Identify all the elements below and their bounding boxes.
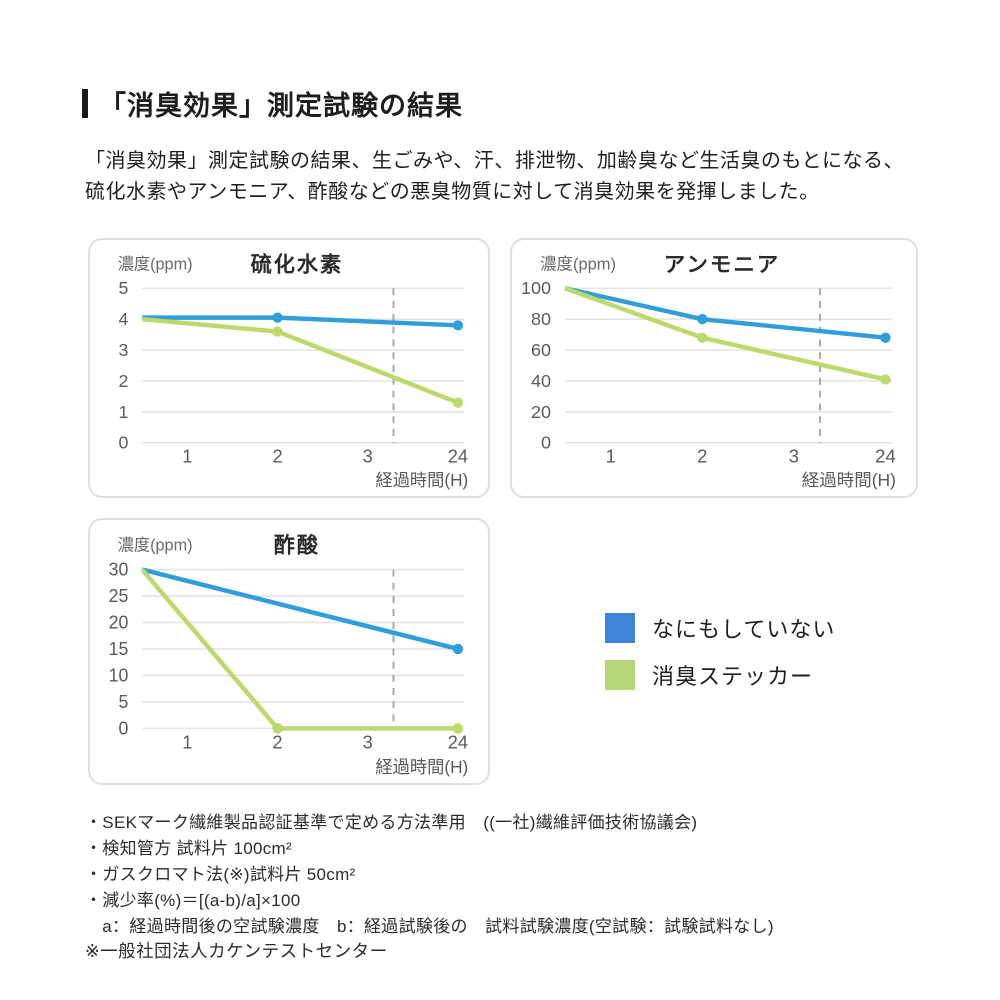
title-accent-bar (82, 89, 88, 118)
y-axis-tick-label: 20 (531, 402, 551, 422)
x-axis-tick-label: 1 (606, 446, 616, 467)
data-point-marker (880, 374, 891, 385)
chart-title: 酢酸 (274, 533, 320, 557)
data-point-marker (880, 332, 891, 343)
x-axis-tick-label: 24 (448, 447, 468, 467)
data-point-marker (697, 314, 708, 325)
y-axis-tick-label: 4 (119, 309, 129, 329)
y-axis-tick-label: 80 (531, 309, 551, 329)
y-axis-tick-label: 100 (521, 278, 551, 298)
legend-label: なにもしていない (652, 617, 836, 642)
page-title-row: 「消臭効果」測定試験の結果 (82, 84, 463, 123)
page-title: 「消臭効果」測定試験の結果 (99, 91, 463, 121)
x-axis-label: 経過時間(H) (375, 757, 468, 777)
footnote-line: ・SEKマーク繊維製品認証基準で定める方法準用 ((一社)繊維評価技術協議会) (85, 813, 698, 832)
y-axis-tick-label: 20 (109, 612, 129, 632)
y-axis-tick-label: 10 (109, 665, 129, 685)
footnote-line: ・ガスクロマト法(※)試料片 50cm² (85, 865, 356, 884)
x-axis-tick-label: 3 (363, 447, 373, 467)
chart-title: アンモニア (664, 253, 781, 277)
data-point-marker (272, 326, 283, 337)
y-axis-tick-label: 3 (119, 340, 129, 360)
x-axis-label: 経過時間(H) (802, 470, 896, 490)
y-axis-tick-label: 5 (119, 692, 129, 712)
footnote-line: ・検知管方 試料片 100cm² (85, 839, 292, 858)
chart-card-acetic-acid: 0 5 10 15 20 25 30 1 2 3 24 濃度(ppm) 酢酸経過時間(H) (88, 518, 490, 785)
y-axis-tick-label: 30 (109, 559, 129, 579)
chart-card-hydrogen-sulfide: 0 1 2 3 4 5 1 2 3 24 濃度(ppm) 硫化水素経過時間(H) (88, 238, 490, 498)
intro-line-2: 硫化水素やアンモニア、酢酸などの悪臭物質に対して消臭効果を発揮しました。 (85, 181, 820, 203)
y-axis-unit-label: 濃度(ppm) (118, 256, 193, 274)
x-axis-tick-label: 2 (697, 446, 707, 467)
x-axis-label: 経過時間(H) (375, 470, 468, 490)
y-axis-tick-label: 0 (541, 433, 551, 453)
y-axis-tick-label: 25 (109, 586, 129, 606)
chart-legend: なにもしていない 消臭ステッカー (605, 612, 835, 691)
footnote-line: ・減少率(%)＝[(a-b)/a]×100 (85, 891, 301, 910)
y-axis-unit-label: 濃度(ppm) (118, 536, 193, 554)
data-point-marker (452, 397, 464, 408)
legend-swatch-green (605, 660, 635, 690)
data-point-marker (452, 643, 464, 655)
legend-item-deodorant-sticker: 消臭ステッカー (605, 659, 835, 691)
legend-item-untreated: なにもしていない (605, 612, 835, 644)
y-axis-tick-label: 60 (531, 340, 551, 360)
y-axis-tick-label: 15 (109, 639, 129, 659)
data-point-marker (452, 320, 464, 331)
data-point-marker (452, 723, 464, 734)
chart-card-ammonia: 0 20 40 60 80 100 1 2 3 24 濃度(ppm) アンモニア経過時間(H) (510, 238, 918, 498)
y-axis-tick-label: 2 (119, 371, 129, 391)
x-axis-tick-label: 2 (272, 447, 282, 467)
data-point-marker (272, 723, 283, 734)
x-axis-tick-label: 24 (448, 731, 468, 752)
chart-title: 硫化水素 (251, 252, 344, 277)
x-axis-tick-label: 24 (875, 446, 896, 467)
series-line (564, 286, 886, 340)
x-axis-tick-label: 3 (363, 731, 373, 752)
data-point-marker (272, 312, 283, 323)
y-axis-tick-label: 0 (119, 433, 129, 453)
x-axis-tick-label: 1 (182, 731, 192, 752)
legend-label: 消臭ステッカー (652, 664, 814, 689)
y-axis-tick-label: 0 (119, 718, 129, 738)
intro-text: 「消臭効果」測定試験の結果、生ごみや、汗、排泄物、加齢臭など生活臭のもとになる、… (85, 146, 904, 208)
x-axis-tick-label: 1 (182, 447, 192, 467)
y-axis-tick-label: 5 (119, 278, 129, 298)
intro-line-1: 「消臭効果」測定試験の結果、生ごみや、汗、排泄物、加齢臭など生活臭のもとになる、 (85, 150, 904, 172)
footnotes-block: ・SEKマーク繊維製品認証基準で定める方法準用 ((一社)繊維評価技術協議会) … (85, 810, 774, 940)
x-axis-tick-label: 2 (272, 731, 282, 752)
series-line (142, 316, 459, 405)
y-axis-tick-label: 1 (119, 402, 129, 422)
series-line (141, 567, 459, 652)
legend-swatch-blue (605, 613, 635, 643)
footnote-line: a：経過時間後の空試験濃度 b：経過試験後の 試料試験濃度(空試験：試験試料なし… (85, 917, 774, 936)
y-axis-unit-label: 濃度(ppm) (540, 256, 616, 274)
data-point-marker (697, 332, 708, 343)
test-center-note: ※一般社団法人カケンテストセンター (85, 941, 388, 961)
y-axis-tick-label: 40 (531, 371, 551, 391)
x-axis-tick-label: 3 (789, 446, 799, 467)
